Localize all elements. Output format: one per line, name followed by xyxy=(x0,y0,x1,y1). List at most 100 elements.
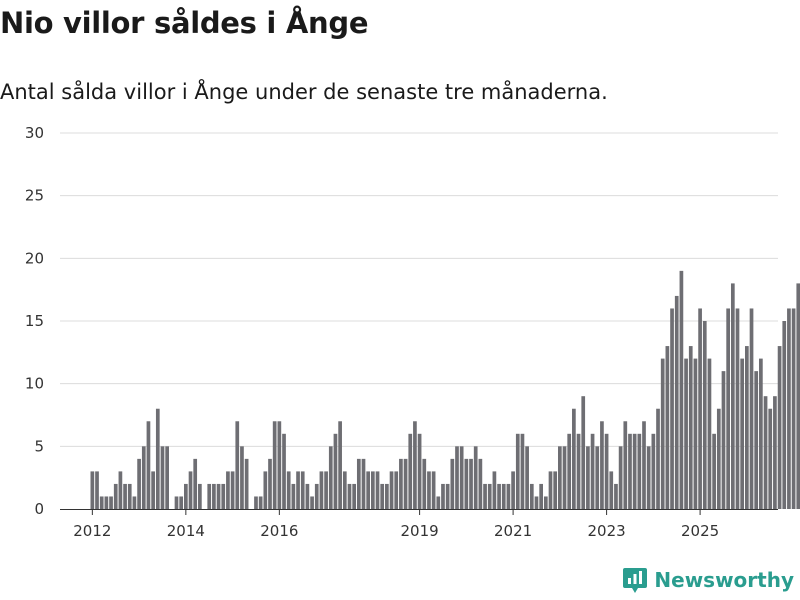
bar xyxy=(254,496,258,509)
bar xyxy=(581,396,586,509)
bar xyxy=(712,433,716,509)
bar xyxy=(464,458,469,509)
bar xyxy=(212,483,216,509)
bar xyxy=(749,308,754,509)
bar xyxy=(558,446,562,509)
y-tick-label: 15 xyxy=(25,312,44,330)
bar xyxy=(773,396,777,509)
bar xyxy=(529,483,534,509)
bar xyxy=(539,483,543,509)
bar xyxy=(347,483,352,509)
chart-title: Nio villor såldes i Ånge xyxy=(0,6,369,40)
bar xyxy=(595,446,600,509)
bar xyxy=(352,483,356,509)
bar xyxy=(342,471,347,509)
bar xyxy=(777,346,782,509)
bar xyxy=(141,446,146,509)
bar xyxy=(155,408,160,509)
bar xyxy=(282,433,286,509)
x-tick-label: 2021 xyxy=(494,522,532,540)
bar xyxy=(95,471,99,509)
bar xyxy=(651,433,656,509)
x-tick-label: 2016 xyxy=(260,522,298,540)
bar xyxy=(207,483,212,509)
bar xyxy=(782,321,787,509)
bar xyxy=(670,308,674,509)
bar xyxy=(614,483,618,509)
bar xyxy=(450,458,455,509)
bar xyxy=(160,446,165,509)
bar xyxy=(525,446,529,509)
bar xyxy=(674,295,679,509)
bar xyxy=(576,433,581,509)
bar xyxy=(600,421,604,509)
bar xyxy=(642,421,646,509)
bar xyxy=(146,421,151,509)
bar xyxy=(399,458,403,509)
bar xyxy=(548,471,553,509)
bar xyxy=(188,471,193,509)
bar xyxy=(660,358,665,509)
bar xyxy=(754,371,759,509)
bar xyxy=(511,471,515,509)
bar xyxy=(118,471,123,509)
bar xyxy=(179,496,184,509)
bar xyxy=(258,496,263,509)
bar xyxy=(745,346,749,509)
bar xyxy=(291,483,296,509)
bar xyxy=(272,421,277,509)
bar xyxy=(90,471,95,509)
bar xyxy=(104,496,109,509)
bar xyxy=(165,446,169,509)
bar xyxy=(768,408,773,509)
bar xyxy=(716,408,721,509)
bar xyxy=(515,433,520,509)
bar xyxy=(483,483,487,509)
bar xyxy=(586,446,590,509)
bar xyxy=(380,483,385,509)
bar xyxy=(796,283,800,509)
bar xyxy=(286,471,291,509)
bar xyxy=(123,483,127,509)
bar xyxy=(226,471,230,509)
bar xyxy=(408,433,413,509)
bar xyxy=(99,496,104,509)
bar xyxy=(263,471,268,509)
bar xyxy=(656,408,660,509)
bar xyxy=(567,433,572,509)
bar xyxy=(459,446,464,509)
bar xyxy=(492,471,497,509)
bar xyxy=(403,458,408,509)
bar xyxy=(371,471,375,509)
bar xyxy=(277,421,282,509)
bar xyxy=(604,433,609,509)
bar xyxy=(436,496,441,509)
newsworthy-logo-text: Newsworthy xyxy=(654,568,794,592)
x-tick-label: 2014 xyxy=(167,522,205,540)
bar xyxy=(427,471,431,509)
bar xyxy=(431,471,436,509)
bar xyxy=(693,358,698,509)
bar xyxy=(319,471,324,509)
newsworthy-logo: Newsworthy xyxy=(622,566,794,594)
bar xyxy=(506,483,511,509)
bar xyxy=(127,483,132,509)
bar xyxy=(394,471,399,509)
bar xyxy=(562,446,567,509)
bar xyxy=(665,346,670,509)
bar xyxy=(590,433,595,509)
bar xyxy=(417,433,422,509)
bar xyxy=(609,471,614,509)
bar xyxy=(109,496,113,509)
bar xyxy=(543,496,548,509)
bar xyxy=(707,358,712,509)
bar xyxy=(553,471,558,509)
x-tick-label: 2019 xyxy=(401,522,439,540)
bar xyxy=(698,308,702,509)
bar xyxy=(338,421,342,509)
bar xyxy=(333,433,338,509)
bar xyxy=(787,308,791,509)
x-tick-label: 2025 xyxy=(681,522,719,540)
